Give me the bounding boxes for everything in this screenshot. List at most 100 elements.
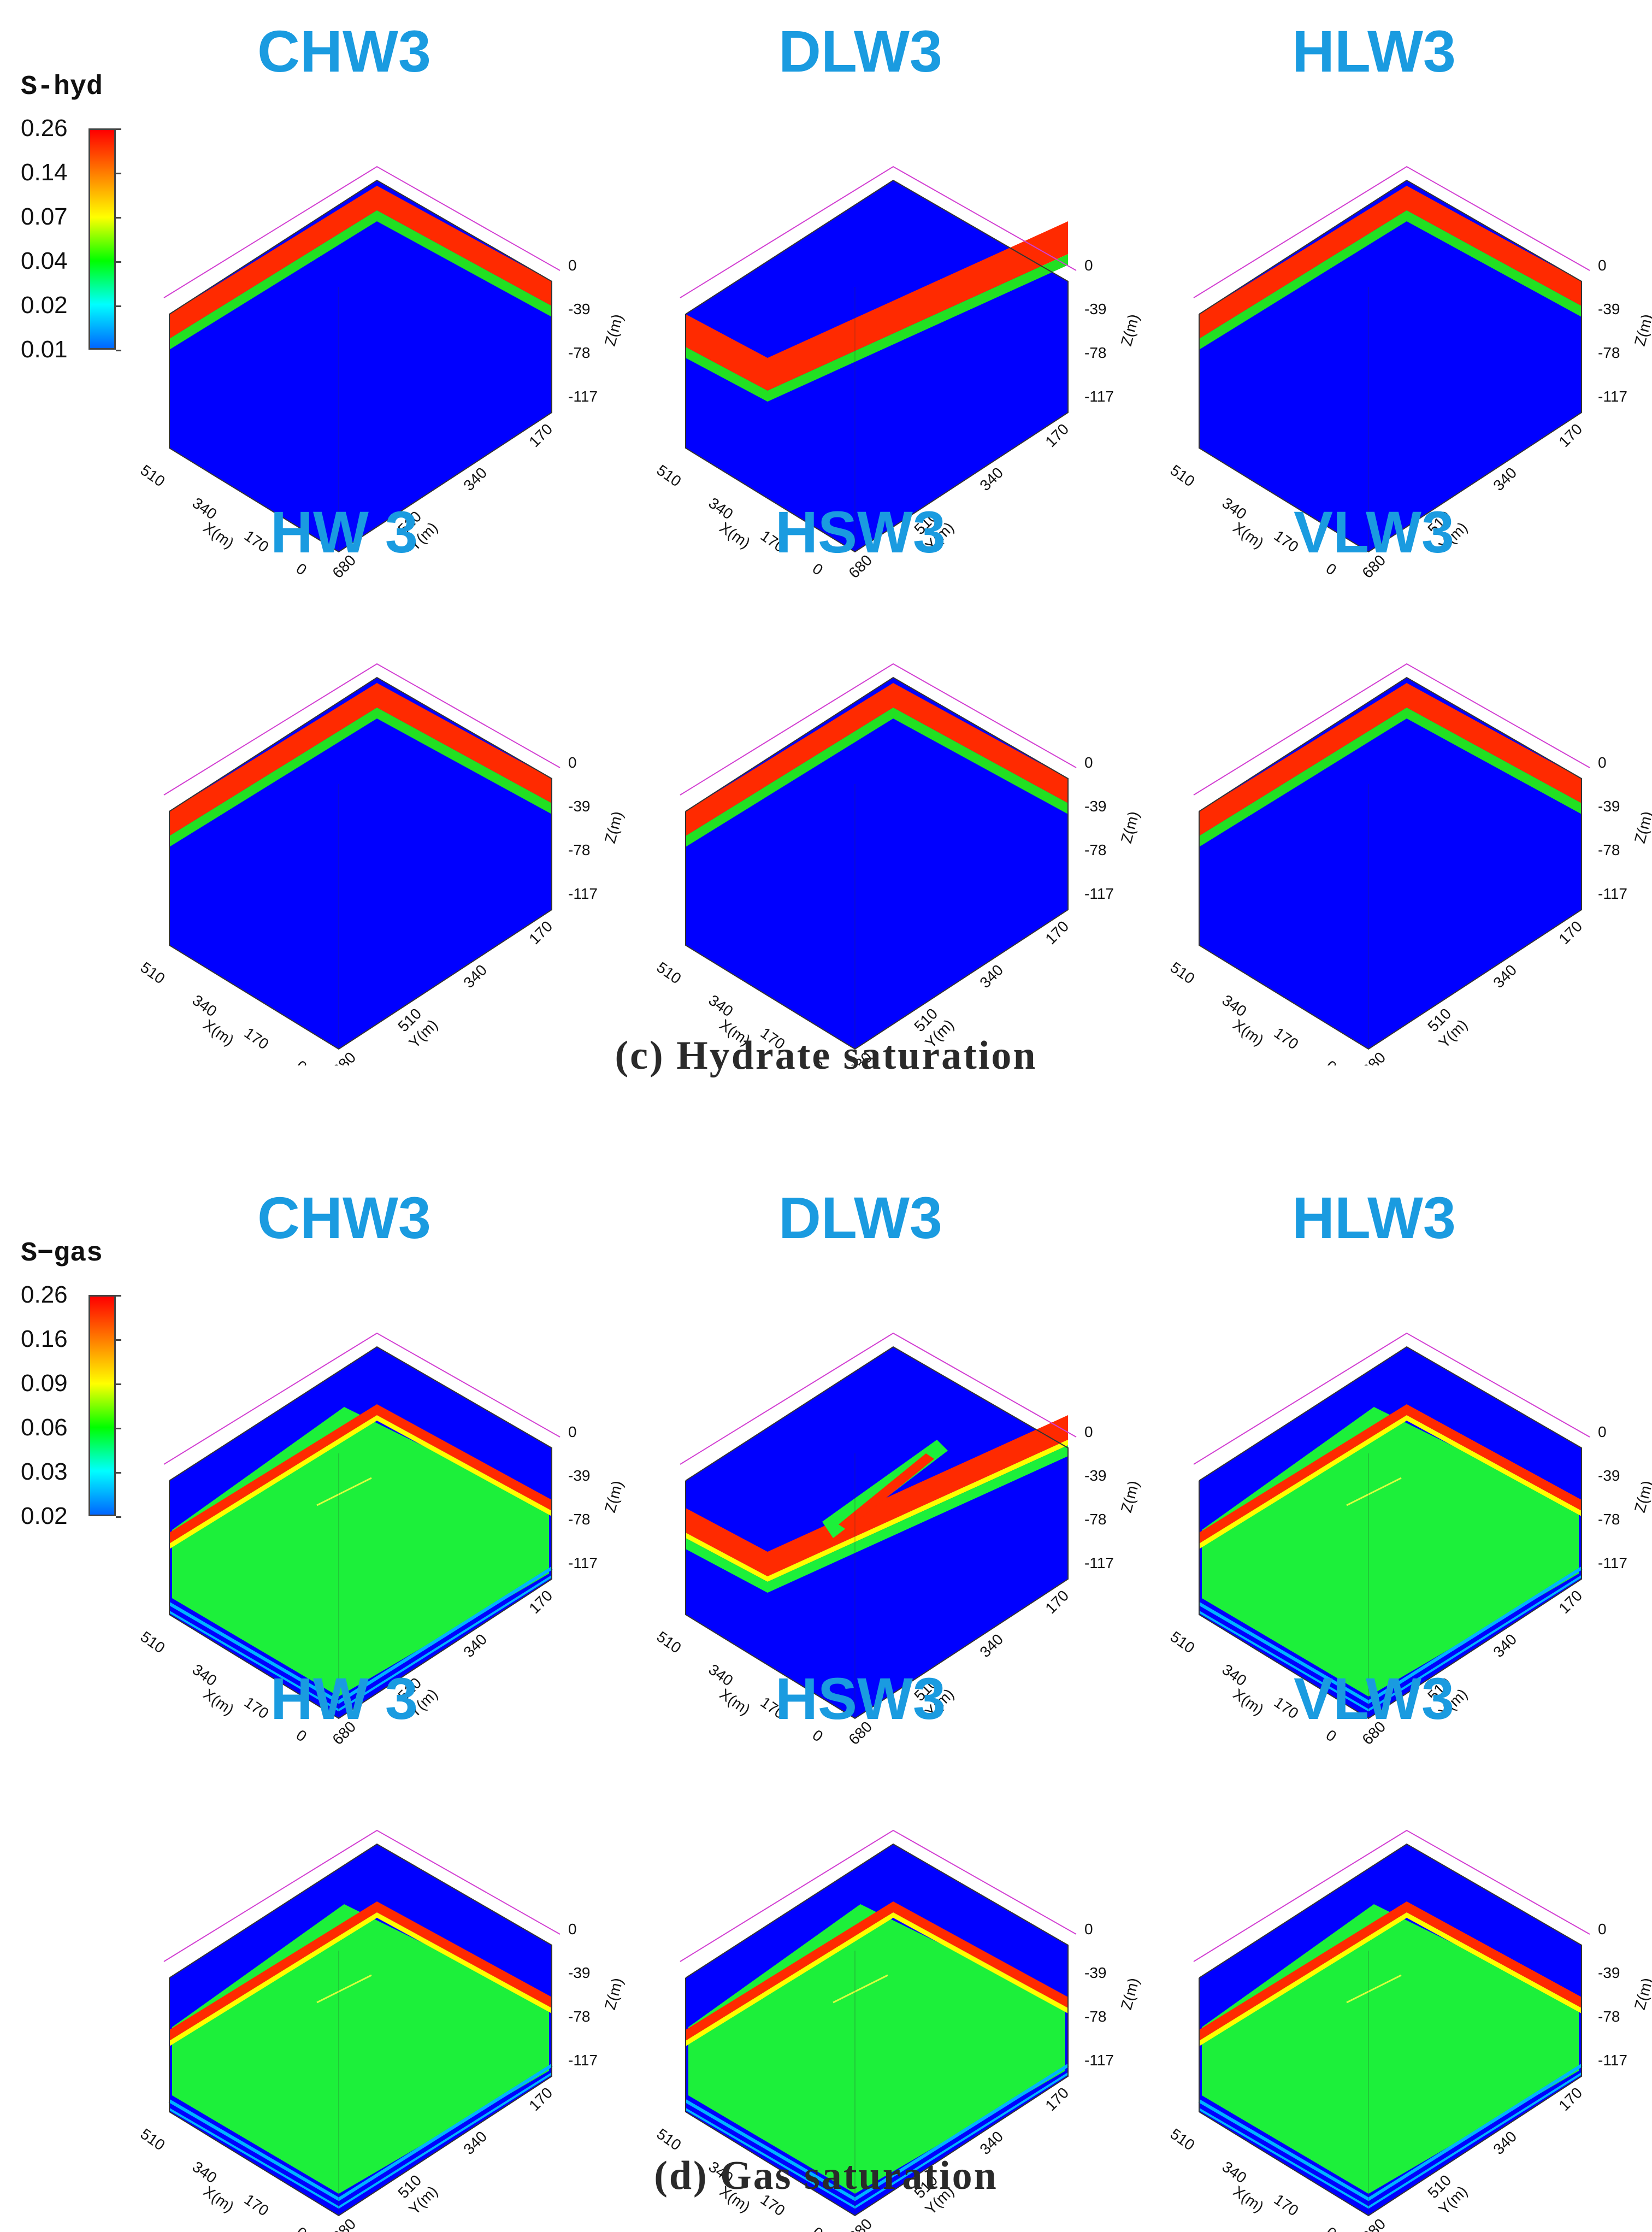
z-tick-label: -39: [1084, 1964, 1106, 1981]
colorbar-tick: [116, 261, 121, 263]
panel-title: HLW3: [1291, 18, 1456, 84]
box-outline: [1199, 179, 1582, 553]
z-tick-label: -117: [1084, 1554, 1114, 1571]
colorbar-tick: [116, 1472, 121, 1474]
plot-3d: 0-39-78-117Z(m)5103401700X(m)68051034017…: [138, 663, 626, 1065]
z-axis-label: Z(m): [601, 1976, 626, 2011]
frame-guide: [1193, 166, 1590, 298]
z-axis-label: Z(m): [1118, 809, 1142, 845]
z-tick-label: -78: [1084, 841, 1106, 858]
box-outline: [1199, 1843, 1582, 2217]
colorbar-tick: [116, 1516, 121, 1518]
box-outline: [169, 179, 552, 553]
x-tick-label: 510: [1167, 1628, 1198, 1657]
z-tick-label: -39: [568, 301, 590, 317]
colorbar-tick: [116, 350, 121, 351]
section-caption: (c) Hydrate saturation: [615, 1033, 1037, 1078]
colorbar-tick: [116, 1383, 121, 1385]
x-tick-label: 510: [138, 462, 168, 490]
well-trace: [316, 1477, 372, 1506]
z-tick-label: 0: [1598, 1423, 1607, 1440]
z-tick-label: 0: [1598, 1921, 1607, 1937]
z-tick-label: -39: [1598, 798, 1620, 815]
x-tick-label: 340: [190, 992, 220, 1020]
z-axis-label: Z(m): [1118, 312, 1142, 348]
box-outline: [685, 676, 1069, 1050]
z-axis-label: Z(m): [601, 1479, 626, 1514]
z-tick-label: -39: [1598, 301, 1620, 317]
z-tick-label: -117: [1084, 885, 1114, 902]
z-tick-label: 0: [1084, 1423, 1093, 1440]
panel-title: HSW3: [775, 1665, 946, 1732]
z-tick-label: -117: [568, 2052, 598, 2069]
frame-guide: [1193, 663, 1590, 796]
gas-lower-band: [168, 1566, 553, 1704]
z-tick-label: 0: [1084, 257, 1093, 274]
frame-guide: [680, 1332, 1077, 1465]
frame-guide: [680, 1829, 1077, 1962]
x-tick-label: 510: [654, 1628, 685, 1657]
colorbar-tick-label: 0.26: [21, 115, 68, 142]
colorbar-tick-label: 0.09: [21, 1370, 68, 1397]
z-tick-label: -78: [1084, 1511, 1106, 1528]
colorbar-tick: [116, 217, 121, 219]
gas-lower-band: [1198, 1566, 1583, 1704]
colorbar-tick-label: 0.06: [21, 1414, 68, 1441]
gas-lower-band: [685, 2064, 1069, 2201]
box-outline: [685, 1843, 1069, 2217]
z-axis-label: Z(m): [1631, 809, 1652, 845]
z-tick-label: -78: [568, 344, 590, 361]
z-tick-label: -39: [1598, 1964, 1620, 1981]
z-tick-label: -78: [1084, 2008, 1106, 2025]
colorbar-tick: [116, 173, 121, 174]
z-tick-label: -117: [568, 388, 598, 405]
frame-guide: [680, 166, 1077, 298]
panel-title: VLW3: [1293, 1665, 1455, 1732]
z-tick-label: -78: [568, 2008, 590, 2025]
panel-title: DLW3: [778, 18, 942, 84]
z-tick-label: -78: [568, 1511, 590, 1528]
frame-guide: [680, 663, 1077, 796]
well-trace: [316, 1974, 372, 2004]
colorbar-tick: [116, 305, 121, 307]
hydrate-layer-red: [1199, 683, 1582, 836]
x-tick-label: 340: [706, 992, 736, 1020]
box-outline: [169, 1843, 552, 2217]
panel-title: HW 3: [270, 1665, 418, 1732]
gas-lower-band: [1198, 2064, 1583, 2201]
z-tick-label: -117: [1598, 885, 1627, 902]
colorbar-tick-label: 0.16: [21, 1326, 68, 1352]
plot-3d: 0-39-78-117Z(m)5103401700X(m)68051034017…: [138, 1829, 626, 2232]
well-trace: [1346, 1974, 1402, 2004]
panel-title: VLW3: [1293, 499, 1455, 565]
well-trace: [1346, 1477, 1402, 1506]
domain-body: [686, 678, 1068, 1049]
frame-guide: [1193, 1829, 1590, 1962]
y-tick-label: 680: [329, 2215, 359, 2232]
z-tick-label: 0: [1598, 257, 1607, 274]
colorbar-tick-label: 0.01: [21, 336, 68, 363]
z-tick-label: -39: [1084, 798, 1106, 815]
colorbar: [88, 128, 116, 350]
z-tick-label: -39: [1598, 1467, 1620, 1484]
z-axis-label: Z(m): [601, 809, 626, 845]
plot-3d: 0-39-78-117Z(m)5103401700X(m)68051034017…: [1167, 166, 1652, 581]
x-tick-label: 510: [138, 1628, 168, 1657]
z-tick-label: -117: [568, 1554, 598, 1571]
colorbar-title: S−gas: [21, 1238, 103, 1269]
box-outline: [685, 1346, 1069, 1719]
plot-3d: 0-39-78-117Z(m)5103401700X(m)68051034017…: [654, 1332, 1142, 1748]
z-axis-label: Z(m): [1631, 1479, 1652, 1514]
plot-3d: 0-39-78-117Z(m)5103401700X(m)68051034017…: [1167, 663, 1652, 1065]
frame-guide: [163, 166, 560, 298]
panel-title: CHW3: [257, 1185, 431, 1251]
z-tick-label: -39: [568, 798, 590, 815]
plot-3d: 0-39-78-117Z(m)5103401700X(m)68051034017…: [1167, 1829, 1652, 2232]
z-tick-label: -39: [1084, 301, 1106, 317]
box-outline: [685, 179, 1069, 553]
x-tick-label: 510: [138, 2125, 168, 2154]
z-tick-label: 0: [1598, 754, 1607, 771]
z-tick-label: 0: [568, 754, 577, 771]
z-tick-label: -78: [1598, 841, 1620, 858]
x-tick-label: 510: [1167, 2125, 1198, 2154]
